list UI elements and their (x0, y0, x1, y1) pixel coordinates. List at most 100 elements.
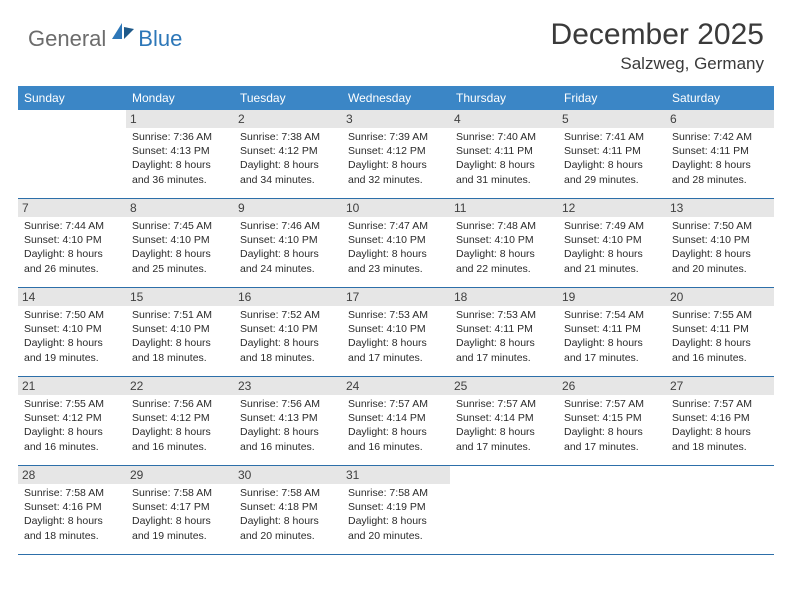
brand-sail-icon (110, 21, 136, 46)
day-cell: 27 Sunrise: 7:57 AMSunset: 4:16 PMDayligh… (666, 377, 774, 465)
weekday-header: Wednesday (342, 86, 450, 110)
weekday-header: Sunday (18, 86, 126, 110)
day-number: 14 (18, 288, 126, 306)
brand-part2: Blue (138, 26, 182, 52)
day-info: Sunrise: 7:38 AMSunset: 4:12 PMDaylight:… (240, 130, 336, 187)
day-info: Sunrise: 7:57 AMSunset: 4:15 PMDaylight:… (564, 397, 660, 454)
day-info: Sunrise: 7:58 AMSunset: 4:18 PMDaylight:… (240, 486, 336, 543)
day-cell: 22Sunrise: 7:56 AMSunset: 4:12 PMDayligh… (126, 377, 234, 465)
day-cell: 30Sunrise: 7:58 AMSunset: 4:18 PMDayligh… (234, 466, 342, 554)
day-info: Sunrise: 7:44 AMSunset: 4:10 PMDaylight:… (24, 219, 120, 276)
calendar-grid: SundayMondayTuesdayWednesdayThursdayFrid… (18, 86, 774, 555)
day-number: 10 (342, 199, 450, 217)
week-row: 28Sunrise: 7:58 AMSunset: 4:16 PMDayligh… (18, 466, 774, 555)
day-number: 12 (558, 199, 666, 217)
day-cell: 5Sunrise: 7:41 AMSunset: 4:11 PMDaylight… (558, 110, 666, 198)
day-number: 19 (558, 288, 666, 306)
day-info: Sunrise: 7:53 AMSunset: 4:11 PMDaylight:… (456, 308, 552, 365)
day-number: 13 (666, 199, 774, 217)
day-cell: 26 Sunrise: 7:57 AMSunset: 4:15 PMDayligh… (558, 377, 666, 465)
weekday-header: Saturday (666, 86, 774, 110)
day-number: 24 (342, 377, 450, 395)
day-info: Sunrise: 7:58 AMSunset: 4:19 PMDaylight:… (348, 486, 444, 543)
day-cell: 7 Sunrise: 7:44 AMSunset: 4:10 PMDaylight… (18, 199, 126, 287)
day-number: 21 (18, 377, 126, 395)
day-info: Sunrise: 7:55 AMSunset: 4:11 PMDaylight:… (672, 308, 768, 365)
day-cell: 28Sunrise: 7:58 AMSunset: 4:16 PMDayligh… (18, 466, 126, 554)
day-info: Sunrise: 7:52 AMSunset: 4:10 PMDaylight:… (240, 308, 336, 365)
day-cell (558, 466, 666, 554)
day-cell: 10 Sunrise: 7:47 AMSunset: 4:10 PMDayligh… (342, 199, 450, 287)
day-cell: 18 Sunrise: 7:53 AMSunset: 4:11 PMDayligh… (450, 288, 558, 376)
day-info: Sunrise: 7:46 AMSunset: 4:10 PMDaylight:… (240, 219, 336, 276)
day-info: Sunrise: 7:57 AMSunset: 4:14 PMDaylight:… (348, 397, 444, 454)
day-number: 18 (450, 288, 558, 306)
day-cell: 23 Sunrise: 7:56 AMSunset: 4:13 PMDayligh… (234, 377, 342, 465)
day-number: 23 (234, 377, 342, 395)
brand-part1: General (28, 26, 106, 52)
day-info: Sunrise: 7:49 AMSunset: 4:10 PMDaylight:… (564, 219, 660, 276)
weekday-header: Monday (126, 86, 234, 110)
day-cell: 17Sunrise: 7:53 AMSunset: 4:10 PMDayligh… (342, 288, 450, 376)
day-info: Sunrise: 7:39 AMSunset: 4:12 PMDaylight:… (348, 130, 444, 187)
day-info: Sunrise: 7:36 AMSunset: 4:13 PMDaylight:… (132, 130, 228, 187)
day-cell: 4 Sunrise: 7:40 AMSunset: 4:11 PMDaylight… (450, 110, 558, 198)
day-number: 16 (234, 288, 342, 306)
day-number: 6 (666, 110, 774, 128)
day-cell: 20 Sunrise: 7:55 AMSunset: 4:11 PMDayligh… (666, 288, 774, 376)
day-info: Sunrise: 7:45 AMSunset: 4:10 PMDaylight:… (132, 219, 228, 276)
day-number: 26 (558, 377, 666, 395)
day-cell: 14 Sunrise: 7:50 AMSunset: 4:10 PMDayligh… (18, 288, 126, 376)
location-label: Salzweg, Germany (551, 54, 764, 74)
weeks-container: 1 Sunrise: 7:36 AMSunset: 4:13 PMDaylight… (18, 110, 774, 555)
week-row: 14 Sunrise: 7:50 AMSunset: 4:10 PMDayligh… (18, 288, 774, 377)
day-info: Sunrise: 7:54 AMSunset: 4:11 PMDaylight:… (564, 308, 660, 365)
day-number: 11 (450, 199, 558, 217)
brand-logo: General Blue (28, 18, 182, 52)
day-cell: 2 Sunrise: 7:38 AMSunset: 4:12 PMDaylight… (234, 110, 342, 198)
day-number: 9 (234, 199, 342, 217)
day-cell: 12 Sunrise: 7:49 AMSunset: 4:10 PMDayligh… (558, 199, 666, 287)
day-cell: 16 Sunrise: 7:52 AMSunset: 4:10 PMDayligh… (234, 288, 342, 376)
day-cell: 15 Sunrise: 7:51 AMSunset: 4:10 PMDayligh… (126, 288, 234, 376)
day-number: 4 (450, 110, 558, 128)
day-info: Sunrise: 7:57 AMSunset: 4:16 PMDaylight:… (672, 397, 768, 454)
week-row: 7 Sunrise: 7:44 AMSunset: 4:10 PMDaylight… (18, 199, 774, 288)
day-info: Sunrise: 7:50 AMSunset: 4:10 PMDaylight:… (672, 219, 768, 276)
day-cell (18, 110, 126, 198)
day-cell: 21Sunrise: 7:55 AMSunset: 4:12 PMDayligh… (18, 377, 126, 465)
day-info: Sunrise: 7:56 AMSunset: 4:13 PMDaylight:… (240, 397, 336, 454)
day-cell: 9 Sunrise: 7:46 AMSunset: 4:10 PMDaylight… (234, 199, 342, 287)
day-info: Sunrise: 7:42 AMSunset: 4:11 PMDaylight:… (672, 130, 768, 187)
day-number: 1 (126, 110, 234, 128)
page-header: General Blue December 2025 Salzweg, Germ… (0, 0, 792, 80)
day-number: 20 (666, 288, 774, 306)
title-block: December 2025 Salzweg, Germany (551, 18, 764, 74)
day-cell: 6 Sunrise: 7:42 AMSunset: 4:11 PMDaylight… (666, 110, 774, 198)
week-row: 21Sunrise: 7:55 AMSunset: 4:12 PMDayligh… (18, 377, 774, 466)
day-cell: 19 Sunrise: 7:54 AMSunset: 4:11 PMDayligh… (558, 288, 666, 376)
weekday-header: Friday (558, 86, 666, 110)
day-cell (450, 466, 558, 554)
day-number: 2 (234, 110, 342, 128)
day-number: 15 (126, 288, 234, 306)
day-cell (666, 466, 774, 554)
day-number: 7 (18, 199, 126, 217)
day-cell: 1 Sunrise: 7:36 AMSunset: 4:13 PMDaylight… (126, 110, 234, 198)
day-info: Sunrise: 7:56 AMSunset: 4:12 PMDaylight:… (132, 397, 228, 454)
day-cell: 31Sunrise: 7:58 AMSunset: 4:19 PMDayligh… (342, 466, 450, 554)
day-number: 29 (126, 466, 234, 484)
day-info: Sunrise: 7:51 AMSunset: 4:10 PMDaylight:… (132, 308, 228, 365)
day-info: Sunrise: 7:57 AMSunset: 4:14 PMDaylight:… (456, 397, 552, 454)
month-title: December 2025 (551, 18, 764, 52)
day-cell: 13 Sunrise: 7:50 AMSunset: 4:10 PMDayligh… (666, 199, 774, 287)
day-cell: 25Sunrise: 7:57 AMSunset: 4:14 PMDayligh… (450, 377, 558, 465)
weekday-header-row: SundayMondayTuesdayWednesdayThursdayFrid… (18, 86, 774, 110)
day-info: Sunrise: 7:50 AMSunset: 4:10 PMDaylight:… (24, 308, 120, 365)
day-info: Sunrise: 7:40 AMSunset: 4:11 PMDaylight:… (456, 130, 552, 187)
day-number: 27 (666, 377, 774, 395)
day-info: Sunrise: 7:47 AMSunset: 4:10 PMDaylight:… (348, 219, 444, 276)
week-row: 1 Sunrise: 7:36 AMSunset: 4:13 PMDaylight… (18, 110, 774, 199)
day-cell: 11Sunrise: 7:48 AMSunset: 4:10 PMDayligh… (450, 199, 558, 287)
day-number: 28 (18, 466, 126, 484)
